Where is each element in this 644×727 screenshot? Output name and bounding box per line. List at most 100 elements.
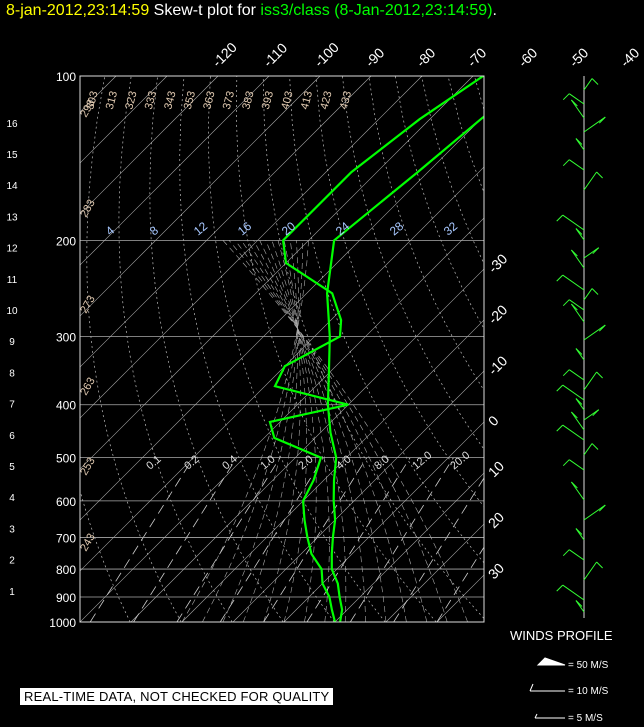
isotherm-line xyxy=(590,76,644,622)
theta-e-label: 16 xyxy=(235,219,254,239)
top-temp-label: -50 xyxy=(566,44,592,70)
dry-adiabat xyxy=(474,76,484,111)
wind-barb xyxy=(583,116,606,133)
theta-label: 303 xyxy=(84,90,100,111)
moist-adiabat xyxy=(247,240,387,622)
wind-barb xyxy=(570,411,585,431)
pressure-tick-label: 200 xyxy=(56,234,76,248)
title-period: . xyxy=(492,2,497,19)
top-temp-label: -120 xyxy=(209,39,240,70)
isotherm-line xyxy=(80,76,321,317)
theta-label: 343 xyxy=(162,90,178,111)
theta-e-label: 12 xyxy=(191,219,210,239)
mixing-ratio-label: 20.0 xyxy=(448,449,472,472)
dry-adiabat xyxy=(580,76,644,622)
quality-notice: REAL-TIME DATA, NOT CHECKED FOR QUALITY xyxy=(20,688,334,705)
height-tick-label: 13 xyxy=(6,212,18,223)
wind-barb-feather xyxy=(556,384,564,392)
mixing-ratio-label: 0.4 xyxy=(220,453,239,472)
top-temp-label: -110 xyxy=(260,40,291,71)
wind-barb xyxy=(570,481,585,501)
theta-e-label: 20 xyxy=(279,219,298,239)
dry-adiabat xyxy=(315,76,484,508)
mixing-ratio-label: 0.1 xyxy=(144,453,163,472)
mixing-ratio-label: 2.0 xyxy=(296,453,315,472)
dry-adiabat xyxy=(86,76,182,622)
dry-adiabat xyxy=(606,76,644,622)
pressure-tick-label: 1000 xyxy=(49,616,76,630)
wind-barb xyxy=(568,549,585,561)
wind-barb-feather xyxy=(556,274,564,282)
wind-barb-feather xyxy=(598,324,606,332)
wind-barb-feather xyxy=(571,411,578,419)
wind-barb xyxy=(583,78,593,91)
mixing-ratio-line xyxy=(436,546,484,622)
wind-barb-feather xyxy=(562,159,570,167)
wind-barb-feather xyxy=(571,249,578,257)
wind-barb-feather xyxy=(571,303,578,311)
dry-adiabat xyxy=(368,76,484,391)
theta-label: 253 xyxy=(78,456,98,478)
wind-barb xyxy=(583,324,606,341)
wind-barb xyxy=(562,384,585,401)
right-temp-label: -10 xyxy=(485,352,511,378)
wind-key-50: = 50 M/S xyxy=(568,660,609,671)
top-temp-label: -40 xyxy=(617,44,643,70)
wind-key-10: = 10 M/S xyxy=(568,686,609,697)
mixing-ratio-label: 8.0 xyxy=(372,453,391,472)
moist-adiabat xyxy=(181,240,309,622)
theta-label: 243 xyxy=(78,532,98,554)
wind-barb-feather xyxy=(575,348,583,355)
height-tick-label: 5 xyxy=(9,462,15,473)
isotherm-line xyxy=(80,76,423,419)
dry-adiabat xyxy=(179,76,335,622)
theta-label: 393 xyxy=(260,90,276,111)
theta-label: 323 xyxy=(123,90,139,111)
height-tick-label: 16 xyxy=(6,119,18,130)
wind-key-10-symbol xyxy=(529,683,565,692)
theta-e-label: 24 xyxy=(333,219,352,239)
isotherm-line xyxy=(80,76,372,368)
wind-barb-feather xyxy=(562,369,570,377)
mixing-ratio-label: 4.0 xyxy=(334,453,353,472)
top-temp-label: -80 xyxy=(413,44,439,70)
dry-adiabat xyxy=(633,76,644,622)
dry-adiabat xyxy=(149,76,284,622)
right-temp-label: -20 xyxy=(485,301,511,327)
right-temp-label: -30 xyxy=(485,250,511,276)
wind-barb xyxy=(568,459,585,471)
wind-barb xyxy=(568,93,585,105)
theta-label: 313 xyxy=(104,90,120,111)
pressure-tick-label: 500 xyxy=(56,452,76,466)
height-tick-label: 12 xyxy=(6,244,18,255)
isotherm-line xyxy=(80,76,219,215)
wind-barb-feather xyxy=(575,398,583,405)
isotherm-line xyxy=(385,523,484,622)
dry-adiabat xyxy=(554,76,644,622)
title-timestamp: 8-jan-2012,23:14:59 xyxy=(6,2,150,19)
dry-adiabat xyxy=(236,76,437,622)
temperature-profile xyxy=(325,115,484,622)
wind-barb-feather xyxy=(562,93,570,101)
height-tick-label: 15 xyxy=(6,150,18,161)
top-temp-label: -100 xyxy=(311,39,342,70)
wind-barb xyxy=(583,409,600,421)
wind-barb xyxy=(570,249,585,269)
moist-adiabat xyxy=(241,240,407,622)
wind-barb-feather xyxy=(592,409,600,417)
dry-adiabat xyxy=(501,76,644,622)
wind-barb-feather xyxy=(575,600,583,607)
mixing-ratio-line xyxy=(263,457,368,622)
wind-barb xyxy=(570,303,585,323)
theta-label: 353 xyxy=(182,90,198,111)
theta-e-label: 4 xyxy=(103,223,117,238)
wind-barb xyxy=(583,371,598,391)
height-tick-label: 1 xyxy=(9,587,15,598)
top-temp-label: -70 xyxy=(464,44,490,70)
winds-profile-title: WINDS PROFILE xyxy=(510,628,613,643)
pressure-tick-label: 900 xyxy=(56,591,76,605)
theta-label: 273 xyxy=(78,294,98,316)
theta-label: 363 xyxy=(201,90,217,111)
right-temp-label: 30 xyxy=(485,560,507,582)
